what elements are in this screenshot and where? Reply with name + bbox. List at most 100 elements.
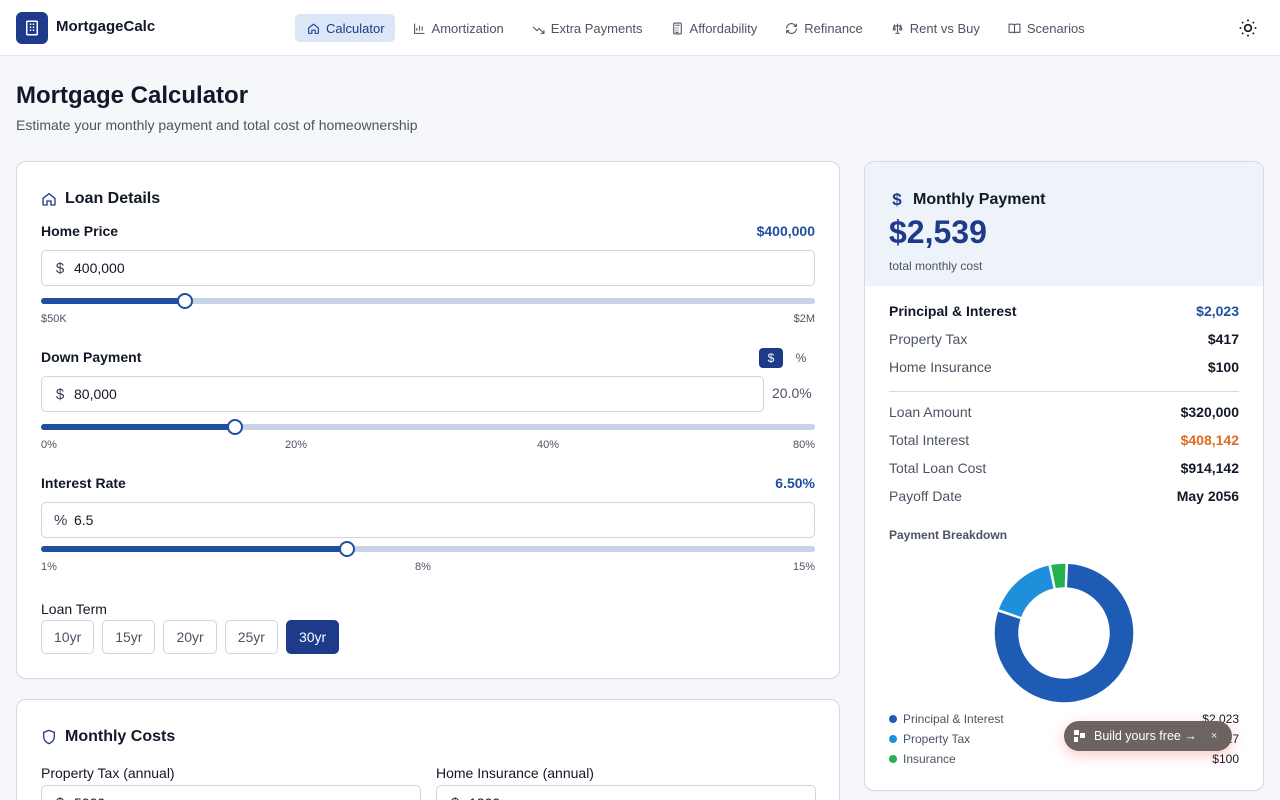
legend-label: Principal & Interest: [903, 712, 1004, 726]
legend-label: Insurance: [903, 752, 956, 766]
slider-thumb[interactable]: [176, 293, 193, 309]
property-tax-slice: [997, 563, 1056, 619]
mode-percent-button[interactable]: %: [795, 351, 807, 365]
down-payment-value: 80,000: [74, 386, 117, 402]
nav-amortization[interactable]: Amortization: [401, 14, 514, 42]
nav-scenarios[interactable]: Scenarios: [996, 14, 1095, 42]
row-value: $320,000: [1180, 404, 1239, 420]
slider-tick: 0%: [41, 439, 57, 451]
interest-rate-value: 6.5: [74, 512, 94, 528]
interest-rate-display: 6.50%: [775, 475, 815, 491]
down-payment-label: Down Payment: [41, 349, 142, 365]
term-15yr-button[interactable]: 15yr: [102, 620, 156, 654]
home-insurance-input[interactable]: $ 1200: [436, 785, 816, 800]
row-label: Total Loan Cost: [889, 460, 987, 476]
row-value: $914,142: [1180, 460, 1239, 476]
down-payment-input[interactable]: $ 80,000: [41, 376, 764, 412]
app-logo[interactable]: [16, 12, 48, 44]
nav-label: Amortization: [431, 20, 504, 36]
row-label: Principal & Interest: [889, 303, 1017, 319]
legend-swatch: [889, 735, 897, 743]
nav-label: Affordability: [689, 20, 758, 36]
build-yours-free-button[interactable]: Build yours free → ×: [1064, 721, 1232, 751]
close-icon[interactable]: ×: [1210, 730, 1218, 742]
nav-label: Rent vs Buy: [909, 20, 980, 36]
scale-icon: [892, 23, 903, 34]
top-navigation-bar: MortgageCalc Calculator Amortization Ext…: [0, 0, 1280, 56]
monthly-payment-amount: $2,539: [889, 214, 987, 250]
insurance-slice: [1049, 562, 1067, 590]
theme-toggle-button[interactable]: [1238, 18, 1258, 38]
legend-swatch: [889, 755, 897, 763]
monthly-costs-card: Monthly Costs Property Tax (annual) $ 50…: [16, 699, 840, 800]
term-20yr-button[interactable]: 20yr: [163, 620, 217, 654]
home-icon: [308, 22, 319, 34]
home-icon: [42, 192, 56, 206]
monthly-payment-caption: total monthly cost: [889, 259, 983, 273]
loan-term-options: 10yr 15yr 20yr 25yr 30yr: [41, 620, 340, 654]
slider-tick: 15%: [792, 561, 815, 573]
nav-calculator[interactable]: Calculator: [295, 14, 395, 42]
slider-tick: 8%: [415, 561, 431, 573]
term-10yr-button[interactable]: 10yr: [41, 620, 95, 654]
term-30yr-button[interactable]: 30yr: [285, 620, 340, 654]
page-subtitle: Estimate your monthly payment and total …: [16, 117, 418, 133]
calculator-icon: [672, 22, 682, 34]
slider-fill: [41, 298, 185, 304]
monthly-payment-heading: $ Monthly Payment: [889, 190, 1045, 210]
nav-refinance[interactable]: Refinance: [773, 14, 873, 42]
row-value: $417: [1207, 331, 1239, 347]
down-payment-slider[interactable]: [41, 419, 815, 435]
summary-header: [865, 162, 1263, 286]
home-price-label: Home Price: [41, 223, 119, 239]
summary-row-home-insurance: Home Insurance $100: [889, 359, 1239, 375]
sun-icon: [1239, 19, 1257, 37]
main-nav: Calculator Amortization Extra Payments A…: [295, 14, 1101, 42]
legend-label: Property Tax: [903, 732, 971, 746]
principal-interest-slice: [993, 562, 1135, 704]
legend-swatch: [889, 715, 897, 723]
slider-thumb[interactable]: [226, 419, 243, 435]
dollar-icon: $: [54, 795, 66, 800]
property-tax-input[interactable]: $ 5000: [41, 785, 421, 800]
slider-tick: 80%: [792, 439, 815, 451]
building-icon: [26, 20, 38, 36]
interest-rate-label: Interest Rate: [41, 475, 126, 491]
home-price-slider[interactable]: [41, 293, 815, 309]
dollar-sign-icon: $: [892, 190, 902, 209]
app-brand[interactable]: MortgageCalc: [56, 18, 156, 35]
summary-row-loan-amount: Loan Amount $320,000: [889, 404, 1239, 420]
grid-logo-icon: [1074, 730, 1085, 742]
bar-chart-icon: [413, 23, 424, 34]
nav-label: Extra Payments: [550, 20, 643, 36]
monthly-costs-heading: Monthly Costs: [41, 728, 175, 746]
slider-max-label: $2M: [793, 313, 815, 325]
nav-affordability[interactable]: Affordability: [659, 14, 768, 42]
nav-rent-vs-buy[interactable]: Rent vs Buy: [879, 14, 990, 42]
row-label: Home Insurance: [889, 359, 992, 375]
card-title-text: Monthly Costs: [65, 728, 176, 745]
loan-term-label: Loan Term: [41, 601, 107, 617]
summary-row-principal-interest: Principal & Interest $2,023: [889, 303, 1239, 319]
term-25yr-button[interactable]: 25yr: [224, 620, 278, 654]
row-value: $2,023: [1196, 303, 1239, 319]
slider-min-label: $50K: [41, 313, 67, 325]
row-value: May 2056: [1176, 488, 1239, 504]
mode-dollar-button[interactable]: $: [759, 348, 783, 368]
property-tax-label: Property Tax (annual): [41, 765, 175, 781]
card-title-text: Loan Details: [65, 190, 161, 207]
legend-row: Insurance $100: [889, 752, 1239, 766]
interest-rate-input[interactable]: % 6.5: [41, 502, 815, 538]
home-price-input[interactable]: $ 400,000: [41, 250, 815, 286]
summary-row-property-tax: Property Tax $417: [889, 331, 1239, 347]
nav-label: Calculator: [326, 20, 385, 36]
nav-extra-payments[interactable]: Extra Payments: [520, 14, 653, 42]
interest-rate-slider[interactable]: [41, 541, 815, 557]
payment-breakdown-donut-chart: [993, 562, 1135, 704]
slider-thumb[interactable]: [338, 541, 355, 557]
down-payment-percent: 20.0%: [772, 385, 812, 401]
slider-tick: 1%: [41, 561, 57, 573]
dollar-icon: $: [55, 259, 65, 277]
home-insurance-value: 1200: [469, 795, 500, 800]
summary-row-payoff-date: Payoff Date May 2056: [889, 488, 1239, 504]
